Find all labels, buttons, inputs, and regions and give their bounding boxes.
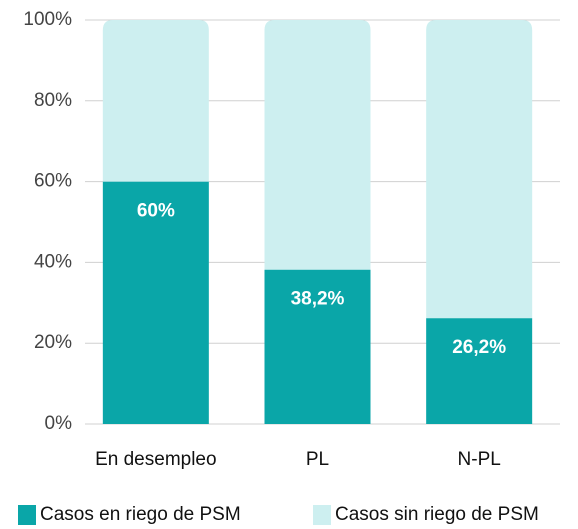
legend-label: Casos sin riego de PSM: [335, 504, 539, 525]
y-tick-label: 80%: [34, 90, 72, 111]
y-tick-label: 60%: [34, 171, 72, 192]
y-tick-label: 20%: [34, 332, 72, 353]
data-label: 26,2%: [452, 337, 506, 358]
data-label: 38,2%: [291, 289, 345, 310]
y-tick-label: 100%: [23, 9, 72, 30]
bar-segment: [102, 20, 209, 182]
legend-swatch: [18, 505, 36, 525]
bar-segment: [264, 269, 371, 424]
y-tick-label: 40%: [34, 251, 72, 272]
bar-segment: [426, 318, 533, 424]
bar-segment: [264, 20, 371, 270]
legend-label: Casos en riego de PSM: [40, 504, 241, 525]
x-tick-label: PL: [306, 449, 329, 470]
y-tick-label: 0%: [45, 413, 73, 434]
bar-segment: [102, 181, 209, 424]
bar-segment: [426, 20, 533, 319]
legend-swatch: [313, 505, 331, 525]
data-label: 60%: [137, 201, 175, 222]
x-tick-label: N-PL: [458, 449, 501, 470]
x-tick-label: En desempleo: [95, 449, 216, 470]
